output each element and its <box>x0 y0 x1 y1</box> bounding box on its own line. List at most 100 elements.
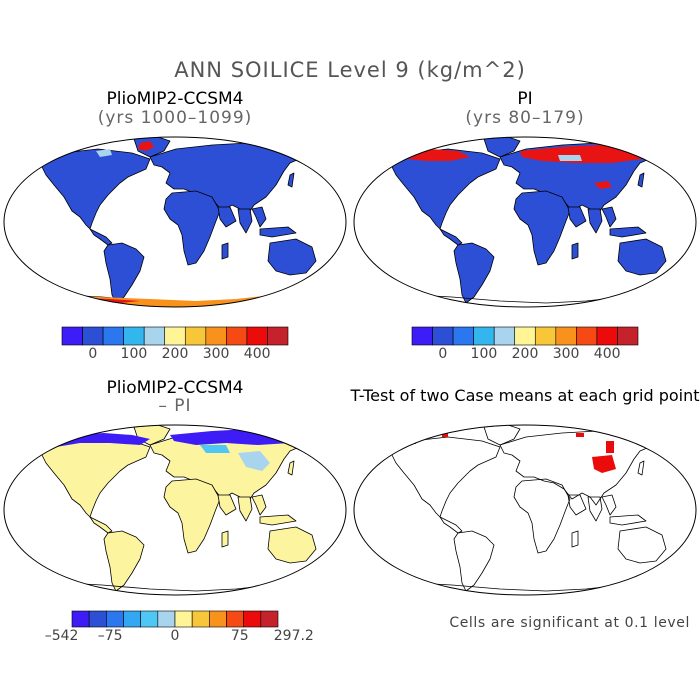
colorbar-tick-label: 400 <box>593 346 621 362</box>
ocean-background <box>354 425 696 595</box>
panel-2-subtitle: (yrs 80–179) <box>465 108 585 128</box>
landmass-north-america <box>389 148 501 230</box>
ice-region-mid-eurasia <box>558 155 582 161</box>
map-border <box>353 424 697 596</box>
colorbar-swatch-3 <box>473 326 495 346</box>
landmass-indonesia <box>259 514 297 526</box>
landmass-japan <box>287 172 295 188</box>
colorbar-panel-3 <box>71 610 279 628</box>
panel-4-title: T-Test of two Case means at each grid po… <box>350 386 700 405</box>
panel-1-subtitle: (yrs 1000–1099) <box>97 108 253 128</box>
significance-footnote: Cells are significant at 0.1 level <box>449 615 690 631</box>
colorbar-swatch-5 <box>164 326 186 346</box>
landmass-south-america <box>103 242 145 304</box>
colorbar-swatch-2 <box>452 326 474 346</box>
colorbar-panel-2 <box>411 326 639 346</box>
panel-2-title: PI <box>517 89 533 109</box>
landmass-australia <box>617 526 667 564</box>
colorbar-panel-1-labels: 0 100 200 300 400 <box>62 346 288 364</box>
colorbar-swatch-1 <box>432 326 454 346</box>
colorbar-tick-label: 200 <box>161 346 189 362</box>
map-panel-pliomip2 <box>3 136 347 308</box>
colorbar-swatch-11 <box>260 610 279 628</box>
ice-region-tibet <box>594 181 612 189</box>
colorbar-swatch-4 <box>140 610 159 628</box>
landmass-north-america <box>389 436 501 518</box>
colorbar-swatch-5 <box>514 326 536 346</box>
colorbar-swatch-6 <box>184 326 207 346</box>
colorbar-tick-label: 100 <box>120 346 148 362</box>
colorbar-swatch-0 <box>71 610 90 628</box>
landmass-south-america <box>103 530 145 592</box>
colorbar-tick-label: 297.2 <box>273 628 314 644</box>
colorbar-swatch-1 <box>88 610 107 628</box>
landmass-arabia <box>217 494 237 516</box>
colorbar-swatch-7 <box>555 326 577 346</box>
colorbar-swatch-7 <box>191 610 210 628</box>
landmass-australia <box>617 238 667 276</box>
landmass-new-zealand <box>323 270 333 286</box>
colorbar-tick-label: 0 <box>170 628 180 644</box>
landmass-north-america <box>39 148 151 230</box>
colorbar-swatch-10 <box>243 610 262 628</box>
colorbar-swatch-0 <box>411 326 433 346</box>
significant-cells-siberia <box>576 433 584 437</box>
panel-3-title: PlioMIP2-CCSM4 <box>106 378 244 398</box>
landmass-madagascar <box>221 242 229 260</box>
landmass-india <box>587 208 603 234</box>
landmass-arabia <box>567 206 587 228</box>
landmass-new-zealand <box>673 558 683 574</box>
colorbar-swatch-8 <box>226 326 248 346</box>
landmass-se-asia <box>601 206 617 228</box>
colorbar-swatch-2 <box>102 326 124 346</box>
landmass-japan <box>637 460 645 476</box>
landmass-south-america <box>453 530 495 592</box>
landmass-indonesia <box>609 514 647 526</box>
landmass-africa <box>163 190 221 266</box>
ice-region-arctic-europe <box>138 141 154 151</box>
colorbar-swatch-1 <box>82 326 104 346</box>
landmass-japan <box>287 460 295 476</box>
landmass-se-asia <box>601 494 617 516</box>
colorbar-swatch-8 <box>209 610 227 628</box>
ice-loss-tibet <box>238 451 270 471</box>
colorbar-swatch-10 <box>267 326 289 346</box>
colorbar-tick-label: 0 <box>88 346 98 362</box>
map-panel-ttest <box>353 424 697 596</box>
landmass-africa <box>513 478 571 554</box>
landmass-arabia <box>567 494 587 516</box>
colorbar-swatch-0 <box>61 326 83 346</box>
colorbar-tick-label: 75 <box>230 628 249 644</box>
colorbar-swatch-4 <box>143 326 166 346</box>
ice-loss-mid-eurasia <box>200 445 230 453</box>
map-panel-difference <box>3 424 347 596</box>
colorbar-swatch-3 <box>123 326 145 346</box>
landmass-indonesia <box>259 226 297 238</box>
colorbar-swatch-6 <box>534 326 557 346</box>
ice-region-alaska <box>96 149 112 157</box>
landmass-madagascar <box>221 530 229 548</box>
colorbar-swatch-3 <box>123 610 141 628</box>
map-border <box>3 136 347 308</box>
colorbar-swatch-5 <box>157 610 176 628</box>
figure-title: ANN SOILICE Level 9 (kg/m^2) <box>174 58 526 82</box>
landmass-madagascar <box>571 530 579 548</box>
landmass-arabia <box>217 206 237 228</box>
colorbar-tick-label: 0 <box>438 346 448 362</box>
landmass-greenland <box>483 137 521 158</box>
landmass-india <box>587 496 603 522</box>
colorbar-panel-2-labels: 0 100 200 300 400 <box>412 346 638 364</box>
significant-cells-east-asia <box>606 441 614 453</box>
significant-cells-tibet <box>592 455 616 473</box>
landmass-africa <box>163 478 221 554</box>
landmass-new-zealand <box>323 558 333 574</box>
colorbar-tick-label: 100 <box>470 346 498 362</box>
landmass-indonesia <box>609 226 647 238</box>
landmass-australia <box>267 238 317 276</box>
colorbar-tick-label: 300 <box>202 346 230 362</box>
landmass-madagascar <box>571 242 579 260</box>
landmass-india <box>237 496 253 522</box>
colorbar-tick-label: –542 <box>44 628 79 644</box>
colorbar-panel-1 <box>61 326 289 346</box>
landmass-new-zealand <box>673 270 683 286</box>
